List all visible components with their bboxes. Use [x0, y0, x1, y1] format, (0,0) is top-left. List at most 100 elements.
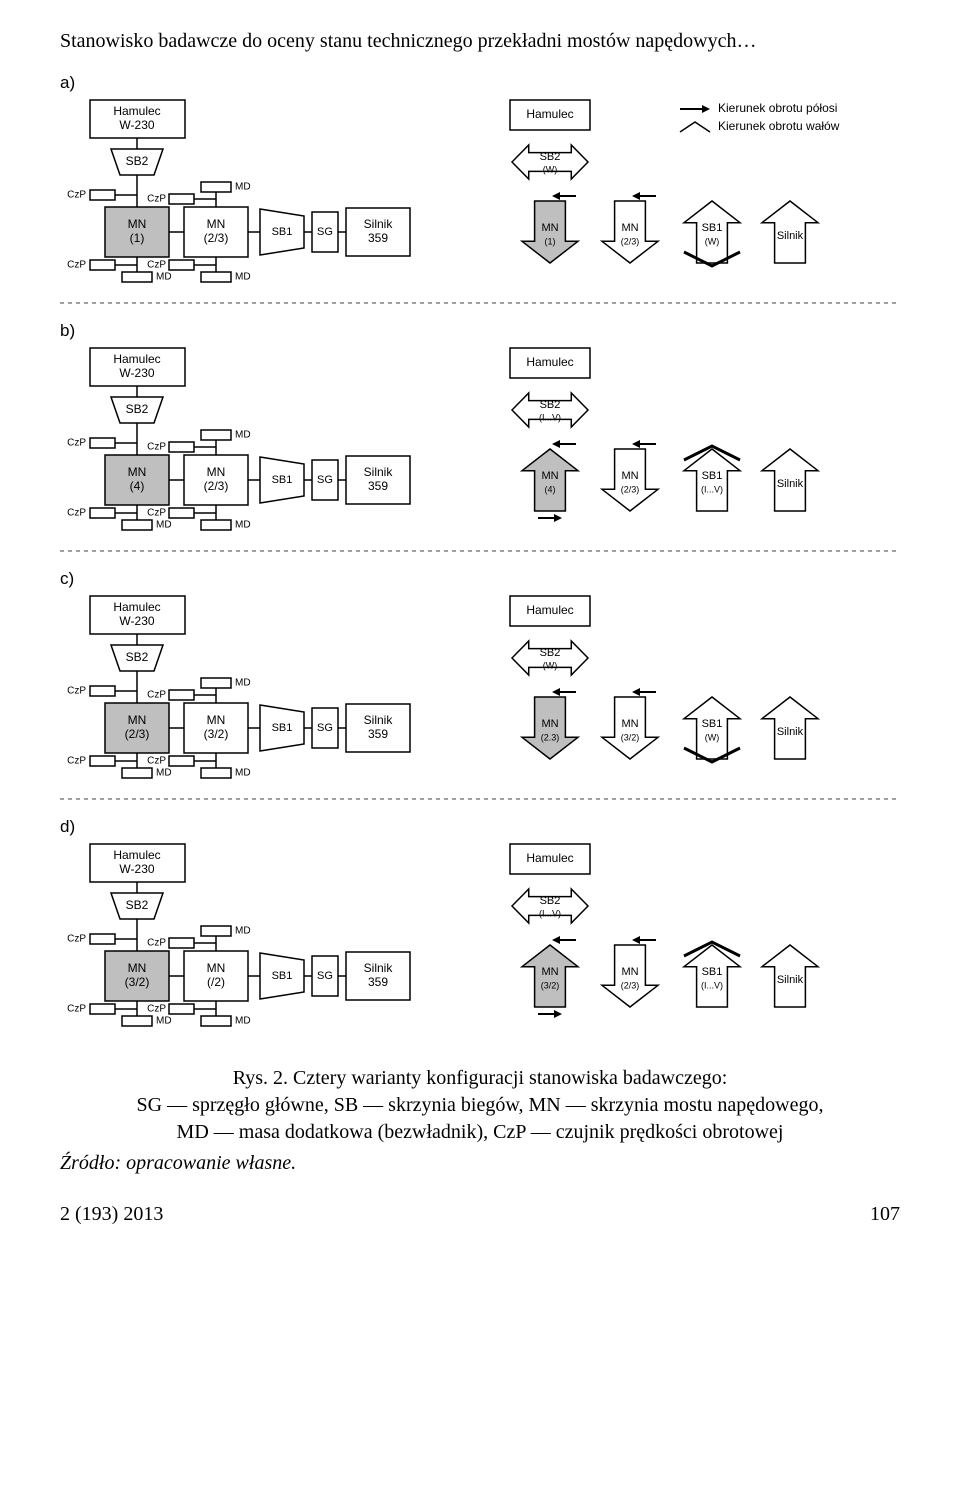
svg-text:(2/3): (2/3): [125, 727, 150, 741]
svg-text:CzP: CzP: [147, 194, 166, 205]
svg-text:(2/3): (2/3): [621, 236, 640, 246]
svg-text:(2/3): (2/3): [204, 479, 229, 493]
variant-diagram: HamulecW-230SB2CzPMN(3/2)CzPMDMN(/2)CzPM…: [60, 841, 900, 1041]
svg-text:SB2: SB2: [126, 402, 149, 416]
variant-label: d): [60, 817, 900, 837]
svg-text:(2/3): (2/3): [621, 484, 640, 494]
svg-text:(3/2): (3/2): [125, 975, 150, 989]
svg-text:CzP: CzP: [67, 508, 86, 519]
svg-text:(W): (W): [705, 236, 720, 246]
svg-text:MN: MN: [128, 465, 147, 479]
svg-text:W-230: W-230: [119, 862, 154, 876]
source-line: Źródło: opracowanie własne.: [60, 1152, 900, 1175]
svg-text:W-230: W-230: [119, 614, 154, 628]
svg-text:SB2: SB2: [540, 399, 561, 411]
svg-text:Silnik: Silnik: [777, 478, 804, 490]
variant-label: b): [60, 321, 900, 341]
svg-text:(/2): (/2): [207, 975, 225, 989]
svg-text:MN: MN: [541, 718, 558, 730]
svg-text:SB2: SB2: [126, 154, 149, 168]
svg-text:(2/3): (2/3): [204, 231, 229, 245]
svg-text:Kierunek obrotu wałów: Kierunek obrotu wałów: [718, 119, 840, 133]
svg-text:Silnik: Silnik: [777, 230, 804, 242]
caption-l3: MD — masa dodatkowa (bezwładnik), CzP — …: [177, 1121, 784, 1143]
svg-text:CzP: CzP: [67, 934, 86, 945]
variant-diagram: HamulecW-230SB2CzPMN(4)CzPMDMN(2/3)CzPMD…: [60, 345, 900, 559]
svg-text:MD: MD: [156, 272, 172, 283]
svg-text:CzP: CzP: [67, 438, 86, 449]
caption-l2: SG — sprzęgło główne, SB — skrzynia bieg…: [137, 1094, 824, 1116]
svg-text:359: 359: [368, 479, 388, 493]
svg-text:MD: MD: [235, 182, 251, 193]
svg-text:(3/2): (3/2): [204, 727, 229, 741]
svg-text:SB1: SB1: [272, 722, 293, 734]
svg-text:(I...V): (I...V): [701, 484, 723, 494]
svg-text:Hamulec: Hamulec: [113, 352, 160, 366]
svg-text:(1): (1): [130, 231, 145, 245]
svg-text:SB1: SB1: [702, 718, 723, 730]
svg-text:MD: MD: [156, 1016, 172, 1027]
svg-text:Hamulec: Hamulec: [113, 104, 160, 118]
svg-text:(I...V): (I...V): [701, 980, 723, 990]
svg-text:CzP: CzP: [147, 442, 166, 453]
svg-text:SB1: SB1: [702, 470, 723, 482]
footer-right: 107: [870, 1203, 900, 1226]
svg-text:(1): (1): [545, 236, 556, 246]
svg-text:MN: MN: [621, 470, 638, 482]
svg-text:CzP: CzP: [147, 260, 166, 271]
variant-b: b)HamulecW-230SB2CzPMN(4)CzPMDMN(2/3)CzP…: [60, 321, 900, 559]
svg-text:SB2: SB2: [126, 898, 149, 912]
caption-l1: Rys. 2. Cztery warianty konfiguracji sta…: [233, 1067, 728, 1089]
svg-text:MN: MN: [128, 713, 147, 727]
svg-text:SB2: SB2: [540, 647, 561, 659]
svg-text:SB1: SB1: [702, 222, 723, 234]
svg-text:MD: MD: [235, 926, 251, 937]
variant-label: a): [60, 73, 900, 93]
svg-text:359: 359: [368, 727, 388, 741]
svg-text:MD: MD: [235, 520, 251, 531]
svg-text:CzP: CzP: [67, 756, 86, 767]
footer-left: 2 (193) 2013: [60, 1203, 163, 1226]
variant-label: c): [60, 569, 900, 589]
svg-text:CzP: CzP: [147, 690, 166, 701]
variant-diagram: HamulecW-230SB2CzPMN(2/3)CzPMDMN(3/2)CzP…: [60, 593, 900, 807]
svg-text:(2.3): (2.3): [541, 732, 560, 742]
svg-text:MN: MN: [541, 222, 558, 234]
svg-text:CzP: CzP: [67, 1004, 86, 1015]
svg-text:Hamulec: Hamulec: [113, 848, 160, 862]
svg-text:MN: MN: [207, 217, 226, 231]
svg-text:MN: MN: [207, 961, 226, 975]
svg-text:SB2: SB2: [540, 151, 561, 163]
caption: Rys. 2. Cztery warianty konfiguracji sta…: [60, 1065, 900, 1146]
variant-a: a)HamulecW-230SB2CzPMN(1)CzPMDMN(2/3)CzP…: [60, 73, 900, 311]
svg-text:Hamulec: Hamulec: [526, 355, 573, 369]
svg-text:SB1: SB1: [702, 966, 723, 978]
variant-c: c)HamulecW-230SB2CzPMN(2/3)CzPMDMN(3/2)C…: [60, 569, 900, 807]
svg-text:MD: MD: [235, 678, 251, 689]
svg-text:(4): (4): [130, 479, 145, 493]
svg-text:(W): (W): [543, 164, 558, 174]
svg-text:MN: MN: [207, 713, 226, 727]
svg-text:359: 359: [368, 231, 388, 245]
svg-text:(I...V): (I...V): [539, 908, 561, 918]
svg-text:Silnik: Silnik: [777, 726, 804, 738]
svg-text:Silnik: Silnik: [364, 713, 394, 727]
svg-text:(W): (W): [543, 660, 558, 670]
svg-text:CzP: CzP: [147, 508, 166, 519]
svg-text:Kierunek obrotu półosi: Kierunek obrotu półosi: [718, 101, 837, 115]
svg-text:W-230: W-230: [119, 366, 154, 380]
svg-text:Silnik: Silnik: [777, 974, 804, 986]
svg-text:359: 359: [368, 975, 388, 989]
svg-text:Silnik: Silnik: [364, 465, 394, 479]
svg-text:CzP: CzP: [147, 1004, 166, 1015]
svg-text:MN: MN: [207, 465, 226, 479]
svg-text:SB1: SB1: [272, 970, 293, 982]
svg-text:(4): (4): [545, 484, 556, 494]
svg-text:Hamulec: Hamulec: [526, 107, 573, 121]
svg-text:MN: MN: [128, 217, 147, 231]
legend: Kierunek obrotu półosi Kierunek obrotu wa…: [680, 101, 840, 133]
svg-text:SB1: SB1: [272, 474, 293, 486]
svg-text:MN: MN: [541, 470, 558, 482]
svg-text:MN: MN: [621, 222, 638, 234]
svg-text:MD: MD: [235, 1016, 251, 1027]
